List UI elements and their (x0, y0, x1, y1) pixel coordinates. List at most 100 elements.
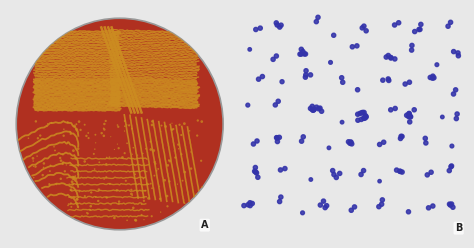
Circle shape (274, 54, 278, 58)
Point (121, 151, 128, 155)
Point (174, 143, 182, 147)
Circle shape (393, 57, 397, 61)
Circle shape (274, 136, 279, 140)
Point (68, 205, 75, 209)
Circle shape (317, 107, 321, 111)
Circle shape (362, 116, 366, 120)
Point (148, 214, 155, 218)
Point (106, 182, 114, 186)
Point (43, 124, 51, 128)
Circle shape (302, 52, 307, 56)
Circle shape (321, 199, 326, 203)
Point (91, 133, 99, 137)
Point (125, 123, 133, 127)
Point (69, 177, 77, 181)
Point (143, 182, 151, 186)
Point (29, 156, 37, 160)
Point (100, 127, 108, 131)
Circle shape (431, 74, 435, 78)
Circle shape (380, 202, 384, 206)
Point (139, 177, 147, 181)
Circle shape (277, 199, 282, 204)
Circle shape (410, 43, 414, 48)
Circle shape (384, 55, 388, 59)
Point (59, 162, 66, 166)
Point (165, 158, 173, 162)
Point (161, 178, 168, 182)
Point (186, 129, 193, 133)
Circle shape (312, 108, 316, 112)
Circle shape (314, 20, 319, 24)
Point (193, 192, 201, 196)
Circle shape (430, 76, 435, 80)
Point (32, 119, 40, 123)
Point (73, 122, 80, 126)
Circle shape (389, 56, 393, 60)
Circle shape (339, 76, 344, 80)
Point (156, 184, 164, 188)
Circle shape (277, 135, 282, 139)
Point (29, 159, 37, 163)
Circle shape (405, 113, 409, 117)
Circle shape (398, 169, 402, 174)
Circle shape (452, 50, 456, 54)
Point (81, 159, 89, 163)
Circle shape (449, 165, 453, 169)
Circle shape (455, 112, 459, 116)
Circle shape (435, 63, 439, 66)
Circle shape (450, 144, 454, 148)
Circle shape (364, 115, 368, 119)
Circle shape (359, 172, 363, 177)
Circle shape (304, 69, 308, 73)
Circle shape (318, 203, 322, 207)
Circle shape (448, 20, 453, 24)
Point (164, 204, 171, 208)
Point (141, 189, 149, 193)
Circle shape (360, 26, 365, 30)
Point (121, 119, 129, 123)
Point (128, 193, 136, 197)
Point (170, 149, 178, 153)
Circle shape (283, 166, 287, 171)
Point (178, 152, 185, 156)
Point (115, 200, 123, 204)
Circle shape (280, 80, 284, 84)
Point (175, 147, 182, 151)
Circle shape (303, 52, 308, 56)
Point (67, 201, 75, 205)
Circle shape (397, 21, 401, 25)
Point (155, 167, 162, 171)
Circle shape (314, 105, 319, 109)
Circle shape (407, 115, 411, 119)
Point (166, 159, 173, 163)
Point (57, 159, 65, 163)
Point (87, 204, 94, 208)
Circle shape (409, 115, 413, 119)
Point (121, 129, 128, 133)
Circle shape (301, 135, 305, 139)
Circle shape (418, 27, 422, 31)
Point (194, 119, 201, 123)
Point (75, 120, 83, 124)
Circle shape (316, 15, 320, 19)
Point (84, 212, 91, 216)
Point (113, 188, 121, 192)
Point (87, 190, 95, 194)
Point (48, 121, 55, 125)
Circle shape (451, 92, 456, 96)
Point (114, 123, 121, 127)
Circle shape (410, 48, 414, 52)
Circle shape (278, 25, 282, 29)
Point (30, 176, 37, 180)
Circle shape (446, 24, 450, 28)
Circle shape (377, 205, 381, 209)
Point (94, 199, 102, 203)
Point (71, 124, 78, 128)
Point (61, 169, 69, 173)
Point (64, 120, 72, 124)
Circle shape (398, 169, 402, 173)
Circle shape (424, 141, 428, 145)
Circle shape (406, 210, 410, 214)
Circle shape (447, 202, 452, 206)
Circle shape (301, 211, 304, 215)
